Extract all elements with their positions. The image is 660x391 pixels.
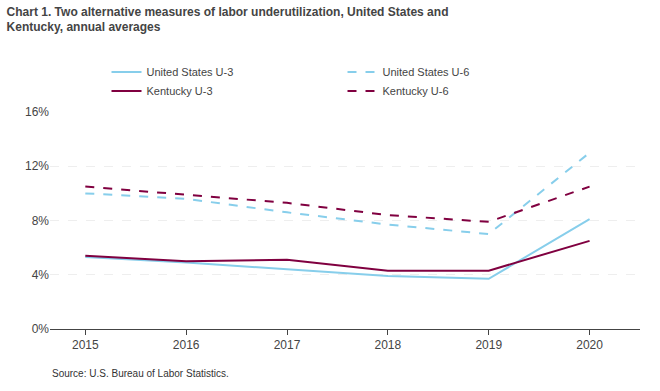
svg-text:Chart 1. Two alternative measu: Chart 1. Two alternative measures of lab… xyxy=(7,5,449,35)
svg-text:Source: U.S. Bureau of Labor S: Source: U.S. Bureau of Labor Statistics. xyxy=(52,368,229,379)
svg-text:2015: 2015 xyxy=(72,338,99,352)
svg-text:12%: 12% xyxy=(25,159,49,173)
svg-text:0%: 0% xyxy=(32,322,50,336)
svg-text:4%: 4% xyxy=(32,268,50,282)
svg-text:Kentucky U-3: Kentucky U-3 xyxy=(147,85,213,97)
svg-text:2018: 2018 xyxy=(375,338,402,352)
svg-text:Kentucky U-6: Kentucky U-6 xyxy=(383,85,449,97)
svg-text:2017: 2017 xyxy=(274,338,301,352)
svg-text:16%: 16% xyxy=(25,105,49,119)
svg-text:2016: 2016 xyxy=(173,338,200,352)
svg-text:2020: 2020 xyxy=(576,338,603,352)
svg-text:8%: 8% xyxy=(32,214,50,228)
svg-text:United States U-6: United States U-6 xyxy=(383,66,470,78)
svg-text:United States U-3: United States U-3 xyxy=(147,66,234,78)
svg-text:2019: 2019 xyxy=(475,338,502,352)
